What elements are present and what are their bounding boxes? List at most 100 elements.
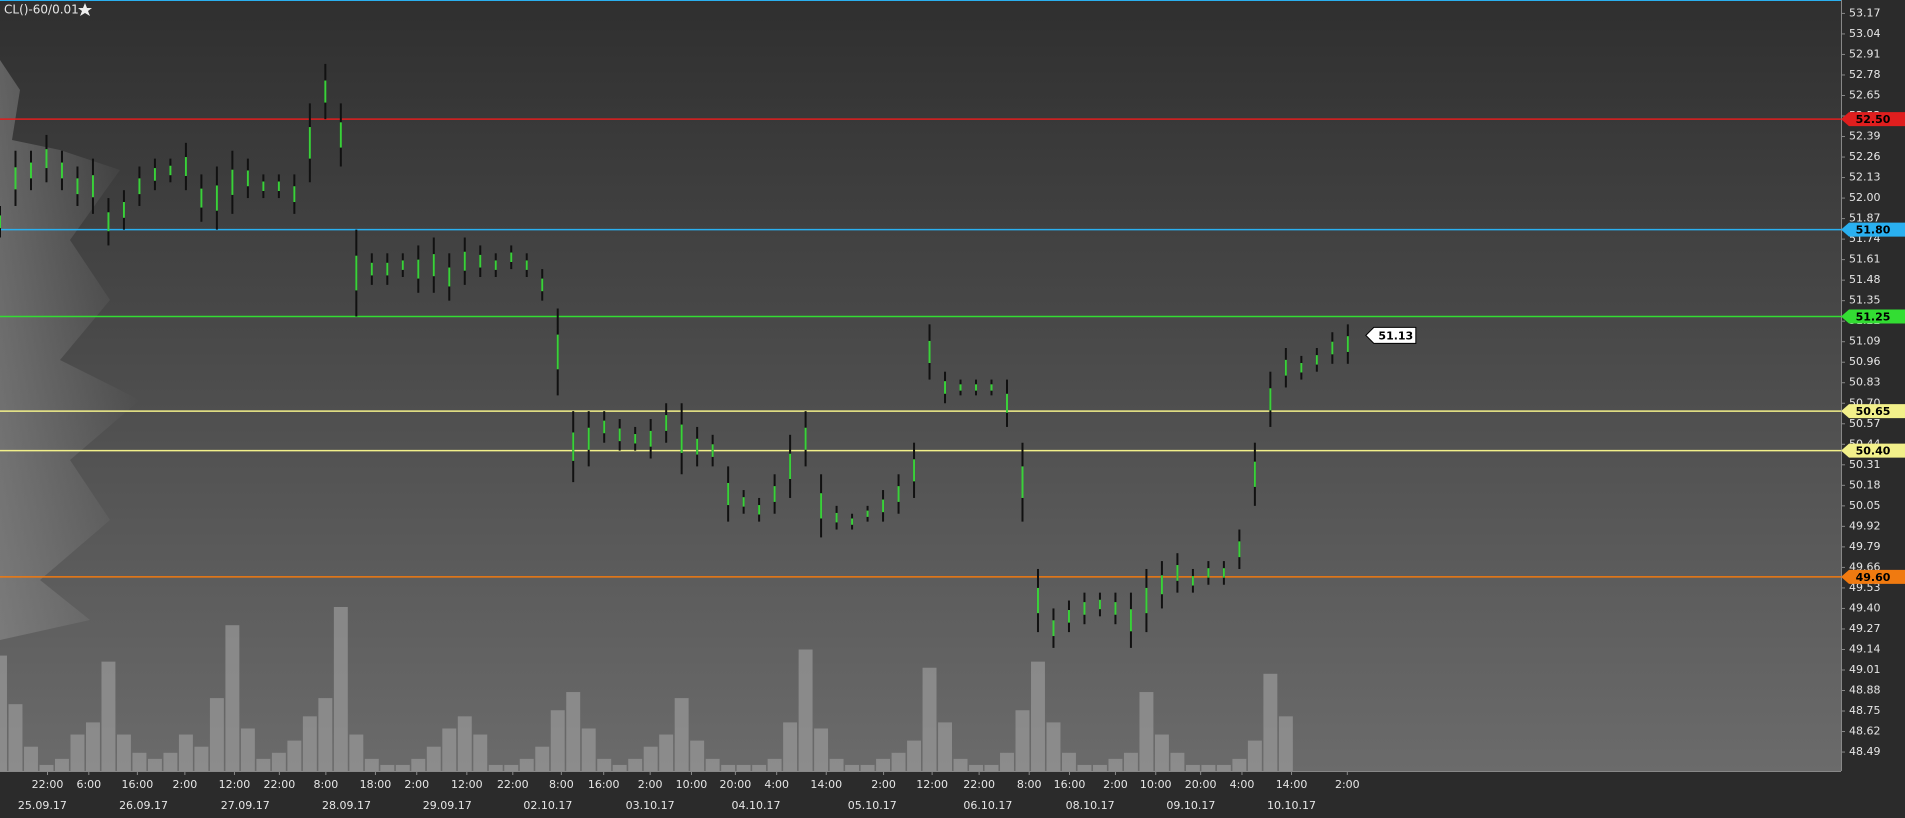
volume-bar xyxy=(907,740,922,771)
volume-bar xyxy=(798,649,813,771)
x-tick-label: 16:00 xyxy=(588,778,620,791)
x-date-label: 05.10.17 xyxy=(848,799,897,812)
volume-bar xyxy=(550,710,565,771)
volume-bar xyxy=(70,734,85,771)
price-body xyxy=(308,127,311,159)
x-tick-label: 22:00 xyxy=(497,778,529,791)
x-tick-label: 10:00 xyxy=(1140,778,1172,791)
x-date-label: 04.10.17 xyxy=(732,799,781,812)
price-body xyxy=(1253,461,1256,487)
volume-bar xyxy=(1170,752,1185,771)
volume-bar xyxy=(891,752,906,771)
volume-bar xyxy=(318,698,333,771)
price-body xyxy=(1145,587,1148,614)
price-body xyxy=(1098,599,1101,610)
x-tick-label: 12:00 xyxy=(916,778,948,791)
volume-bar xyxy=(1154,734,1169,771)
price-body xyxy=(1346,336,1349,352)
y-tick-label: 50.31 xyxy=(1849,458,1881,471)
price-body xyxy=(386,262,389,276)
x-date-label: 28.09.17 xyxy=(322,799,371,812)
x-tick-label: 12:00 xyxy=(451,778,483,791)
volume-bar xyxy=(969,764,983,771)
volume-bar xyxy=(1232,758,1247,771)
volume-bar xyxy=(690,740,705,771)
price-body xyxy=(510,252,513,262)
y-tick-label: 51.87 xyxy=(1849,212,1881,225)
level-label: 51.25 xyxy=(1856,310,1891,323)
chart-title: CL()-60/0.01 xyxy=(4,3,79,17)
x-tick-label: 6:00 xyxy=(76,778,101,791)
volume-bar xyxy=(132,752,147,771)
price-body xyxy=(76,178,79,195)
volume-bar xyxy=(1247,740,1262,771)
volume-bar xyxy=(814,728,829,771)
volume-bar xyxy=(1031,661,1045,771)
level-tag xyxy=(1841,112,1905,127)
price-body xyxy=(138,178,141,195)
level-tag xyxy=(1841,404,1905,419)
volume-bar xyxy=(829,758,844,771)
price-body xyxy=(1331,341,1334,355)
price-body xyxy=(448,267,451,287)
y-tick-label: 50.05 xyxy=(1849,499,1881,512)
price-body xyxy=(1021,466,1024,498)
y-tick-label: 50.18 xyxy=(1849,478,1881,491)
y-tick-label: 48.49 xyxy=(1849,745,1881,758)
volume-bar xyxy=(1185,764,1200,771)
price-body xyxy=(91,175,94,198)
y-tick-label: 51.48 xyxy=(1849,273,1881,286)
volume-bar xyxy=(938,722,953,771)
volume-bar xyxy=(395,764,410,771)
price-body xyxy=(122,202,125,218)
x-tick-label: 20:00 xyxy=(720,778,752,791)
price-body xyxy=(231,169,234,195)
level-tag xyxy=(1841,443,1905,458)
price-body xyxy=(417,259,420,279)
volume-bar xyxy=(1108,758,1123,771)
x-date-label: 08.10.17 xyxy=(1066,799,1115,812)
x-tick-label: 22:00 xyxy=(32,778,64,791)
x-date-label: 29.09.17 xyxy=(423,799,472,812)
favorite-star[interactable] xyxy=(78,3,92,16)
y-tick-label: 48.88 xyxy=(1849,684,1881,697)
price-body xyxy=(370,262,373,276)
price-body xyxy=(1222,568,1225,578)
y-tick-label: 52.00 xyxy=(1849,191,1881,204)
volume-bar xyxy=(256,758,271,771)
x-tick-label: 22:00 xyxy=(264,778,296,791)
y-tick-label: 49.92 xyxy=(1849,519,1881,532)
price-body xyxy=(913,459,916,482)
volume-bar xyxy=(1061,752,1076,771)
y-tick-label: 48.62 xyxy=(1849,725,1881,738)
price-body xyxy=(649,430,652,447)
volume-bar xyxy=(85,722,100,771)
x-date-label: 06.10.17 xyxy=(963,799,1012,812)
price-body xyxy=(820,493,823,519)
price-body xyxy=(742,497,745,507)
price-body xyxy=(665,415,668,431)
volume-bar xyxy=(147,758,162,771)
price-body xyxy=(169,165,172,176)
volume-bar xyxy=(442,728,457,771)
x-tick-label: 2:00 xyxy=(1335,778,1360,791)
volume-bar xyxy=(488,764,503,771)
volume-bar xyxy=(752,764,767,771)
price-body xyxy=(727,482,730,506)
y-tick-label: 51.61 xyxy=(1849,253,1881,266)
price-body xyxy=(1160,575,1163,595)
price-body xyxy=(541,278,544,292)
volume-bar xyxy=(674,698,689,771)
x-tick-label: 8:00 xyxy=(314,778,339,791)
price-body xyxy=(556,334,559,370)
volume-bar xyxy=(240,728,255,771)
volume-bar xyxy=(860,764,875,771)
price-body xyxy=(928,340,931,364)
y-tick-label: 52.78 xyxy=(1849,68,1881,81)
last-price-label: 51.13 xyxy=(1378,329,1413,342)
price-body xyxy=(1176,565,1179,581)
volume-bar xyxy=(163,752,178,771)
volume-bar xyxy=(721,764,736,771)
price-body xyxy=(45,149,48,169)
